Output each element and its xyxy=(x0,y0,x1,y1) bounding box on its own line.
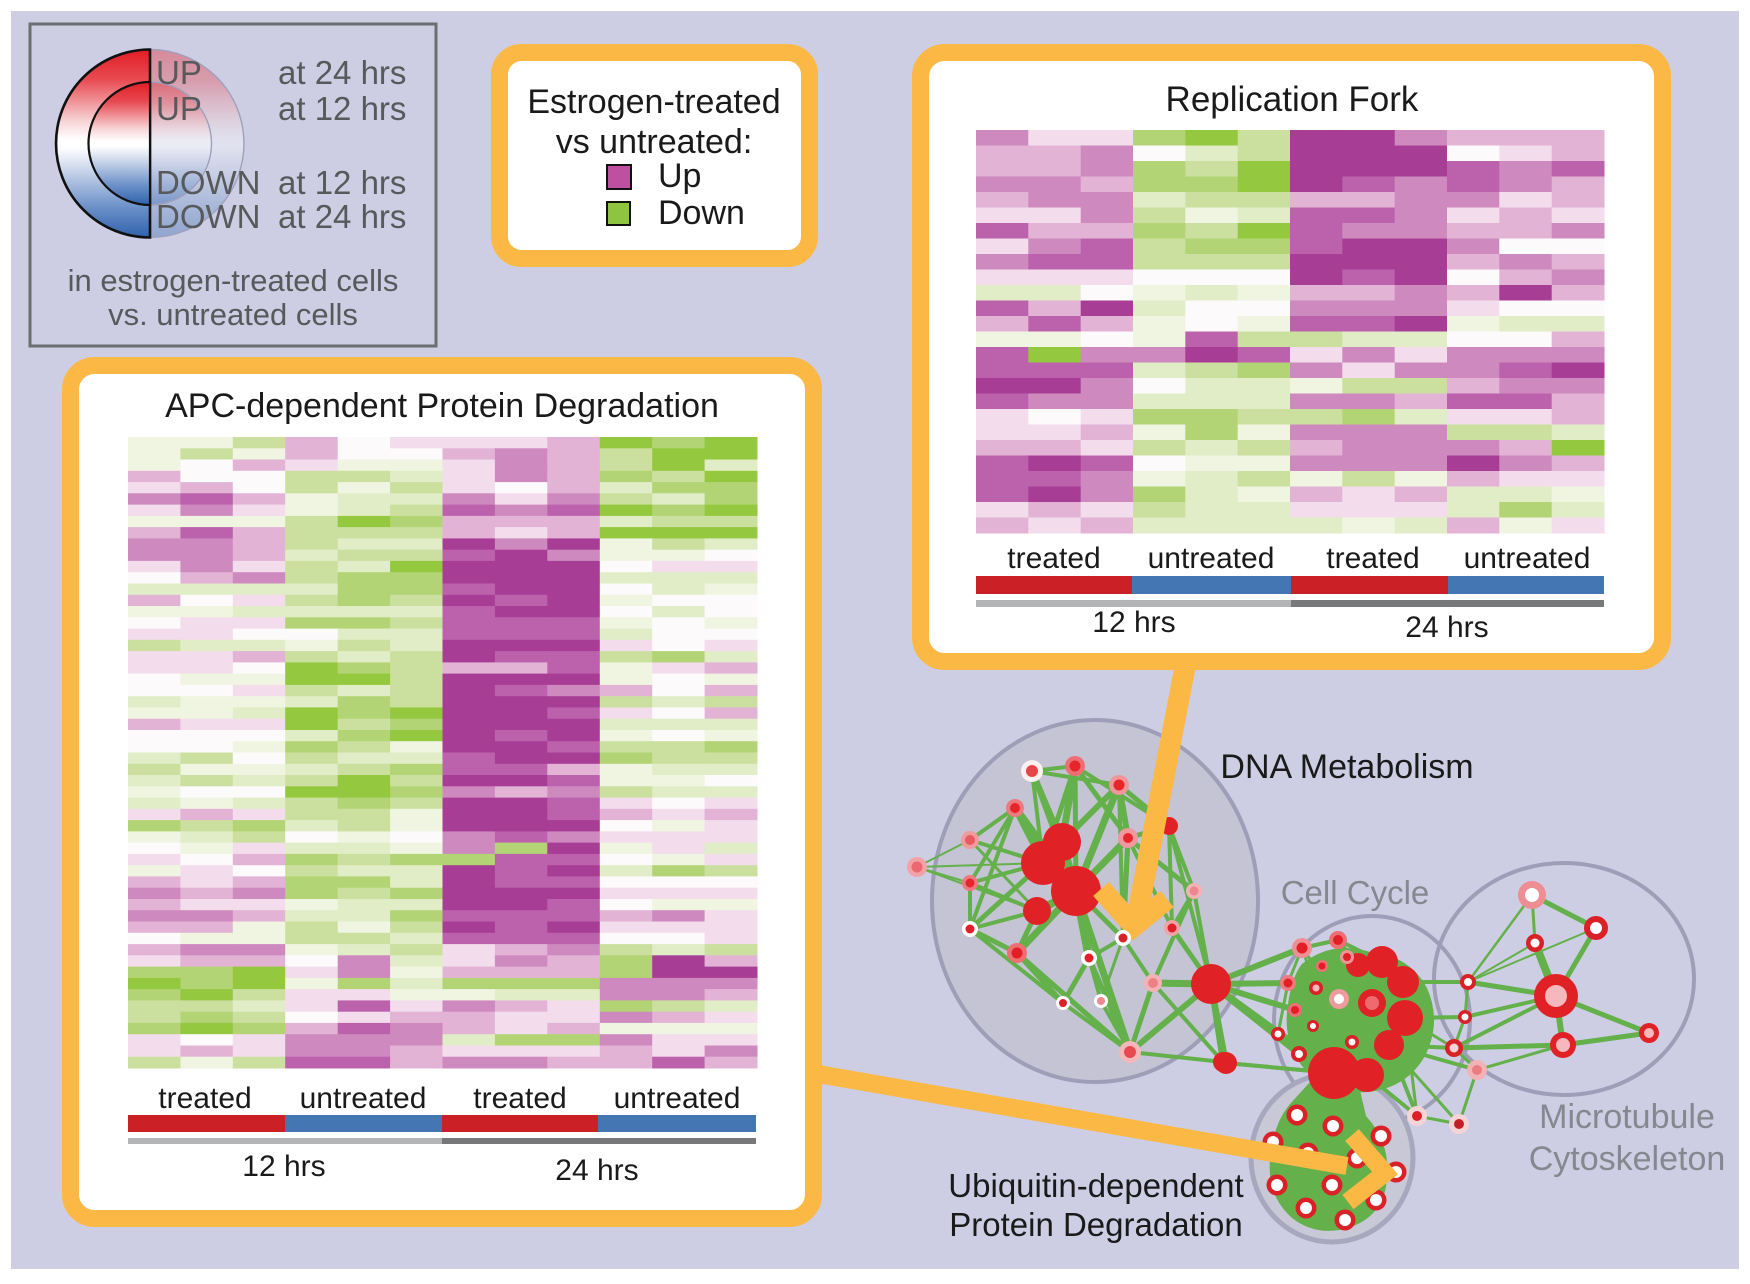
svg-text:DNA Metabolism: DNA Metabolism xyxy=(1220,748,1473,786)
svg-text:UP: UP xyxy=(156,90,202,127)
svg-text:Cell Cycle: Cell Cycle xyxy=(1281,874,1430,911)
svg-text:Replication Fork: Replication Fork xyxy=(1166,80,1419,119)
svg-text:Ubiquitin-dependent: Ubiquitin-dependent xyxy=(948,1167,1243,1204)
svg-text:DOWN: DOWN xyxy=(156,198,260,235)
svg-text:Protein Degradation: Protein Degradation xyxy=(949,1206,1243,1243)
svg-text:at 12 hrs: at 12 hrs xyxy=(278,90,406,127)
svg-text:Up: Up xyxy=(658,157,701,195)
svg-text:24 hrs: 24 hrs xyxy=(555,1154,638,1187)
svg-text:vs untreated:: vs untreated: xyxy=(556,123,753,161)
svg-text:Cytoskeleton: Cytoskeleton xyxy=(1529,1140,1726,1178)
svg-text:treated: treated xyxy=(1326,542,1419,575)
svg-text:treated: treated xyxy=(158,1082,251,1115)
svg-text:at 24 hrs: at 24 hrs xyxy=(278,198,406,235)
svg-text:at 24 hrs: at 24 hrs xyxy=(278,54,406,91)
svg-text:Estrogen-treated: Estrogen-treated xyxy=(527,83,780,121)
svg-text:UP: UP xyxy=(156,54,202,91)
svg-text:DOWN: DOWN xyxy=(156,164,260,201)
svg-text:Down: Down xyxy=(658,194,745,232)
svg-text:at 12 hrs: at 12 hrs xyxy=(278,164,406,201)
svg-text:APC-dependent Protein Degradat: APC-dependent Protein Degradation xyxy=(165,387,719,425)
svg-text:treated: treated xyxy=(1007,542,1100,575)
svg-text:vs. untreated cells: vs. untreated cells xyxy=(108,297,358,332)
svg-text:untreated: untreated xyxy=(614,1082,741,1115)
svg-text:untreated: untreated xyxy=(1148,542,1275,575)
svg-text:untreated: untreated xyxy=(1464,542,1591,575)
svg-text:Microtubule: Microtubule xyxy=(1539,1098,1715,1136)
svg-text:in estrogen-treated cells: in estrogen-treated cells xyxy=(68,263,399,298)
svg-text:24 hrs: 24 hrs xyxy=(1405,611,1488,644)
svg-text:12 hrs: 12 hrs xyxy=(1092,606,1175,639)
svg-text:12 hrs: 12 hrs xyxy=(242,1150,325,1183)
svg-text:untreated: untreated xyxy=(300,1082,427,1115)
svg-text:treated: treated xyxy=(473,1082,566,1115)
